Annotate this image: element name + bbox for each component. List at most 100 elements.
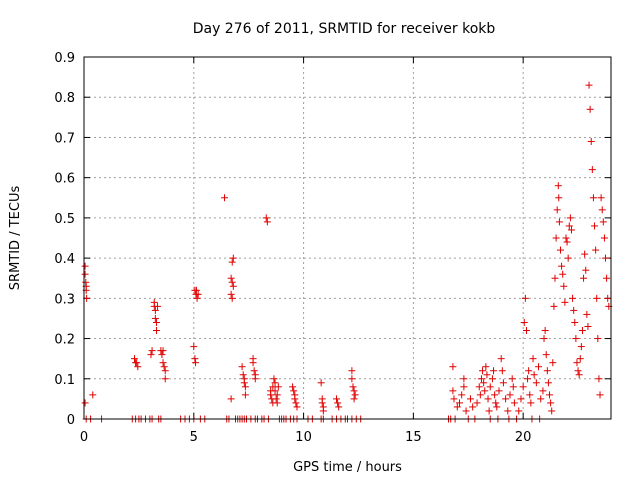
data-point [263,218,271,226]
data-point [547,399,555,407]
data-point [81,399,89,407]
data-point [349,383,357,391]
y-tick-label: 0.2 [54,333,75,348]
data-point [161,367,169,375]
data-point [460,383,468,391]
data-point [476,391,484,399]
data-point [154,302,162,310]
data-point [191,355,199,363]
x-axis-label: GPS time / hours [293,460,402,475]
data-point [229,254,237,262]
data-point [562,234,570,242]
data-point [250,367,258,375]
data-point [497,355,505,363]
data-point [475,383,483,391]
data-point [542,351,550,359]
data-point [151,314,159,322]
data-point [450,395,458,403]
data-point [558,262,566,270]
data-point [580,274,588,282]
data-point [460,375,468,383]
data-point [151,306,159,314]
data-point [594,335,602,343]
data-point [575,371,583,379]
y-tick-label: 0 [67,413,75,428]
data-point [543,367,551,375]
data-point [546,391,554,399]
data-point [148,347,156,355]
data-point [526,391,534,399]
data-point [576,355,584,363]
data-point [554,182,562,190]
data-point [270,375,278,383]
data-point [532,379,540,387]
data-point [81,262,89,270]
x-tick-label: 0 [80,430,88,445]
y-tick-label: 0.8 [54,91,75,106]
data-point [495,387,503,395]
y-axis-label: SRMTID / TECUs [8,186,23,291]
plot-frame [83,56,612,420]
data-point [540,335,548,343]
data-point [530,371,538,379]
data-point [549,359,557,367]
data-point [539,387,547,395]
y-tick-label: 0.4 [54,252,75,267]
data-point [227,290,235,298]
x-tick-label: 10 [295,430,312,445]
data-point [159,347,167,355]
data-point [560,282,568,290]
data-point [81,270,89,278]
data-point [521,294,529,302]
data-point [319,407,327,415]
y-tick-label: 0.7 [54,131,75,146]
data-point [578,327,586,335]
data-point [291,395,299,403]
data-point [574,367,582,375]
data-point [152,318,160,326]
data-point [192,286,200,294]
data-point [462,407,470,415]
y-tick-label: 0.9 [54,51,75,66]
y-tick-label: 0.3 [54,292,75,307]
data-point [227,274,235,282]
data-point [603,274,611,282]
data-point [335,403,343,411]
data-point [504,407,512,415]
data-point [479,367,487,375]
data-point [486,383,494,391]
data-point [449,387,457,395]
data-point [221,194,229,202]
data-point [272,395,280,403]
data-point [238,363,246,371]
data-point [350,395,358,403]
data-point [564,254,572,262]
data-point [524,375,532,383]
data-point [271,387,279,395]
data-point [598,206,606,214]
data-point [573,359,581,367]
data-point [152,327,160,335]
data-point [519,383,527,391]
data-point [293,403,301,411]
x-tick-label: 20 [515,430,532,445]
chart-title: Day 276 of 2011, SRMTID for receiver kok… [193,21,496,37]
data-point [522,327,530,335]
data-point [240,379,248,387]
data-point [508,375,516,383]
data-point [544,379,552,387]
data-point [449,363,457,371]
data-point [458,391,466,399]
data-point [317,379,325,387]
data-point [517,395,525,403]
data-point [334,399,342,407]
data-point [510,399,518,407]
data-point [161,375,169,383]
data-point [506,391,514,399]
data-point [588,166,596,174]
data-point [565,222,573,230]
data-point [251,375,259,383]
data-point [572,335,580,343]
data-point [570,306,578,314]
